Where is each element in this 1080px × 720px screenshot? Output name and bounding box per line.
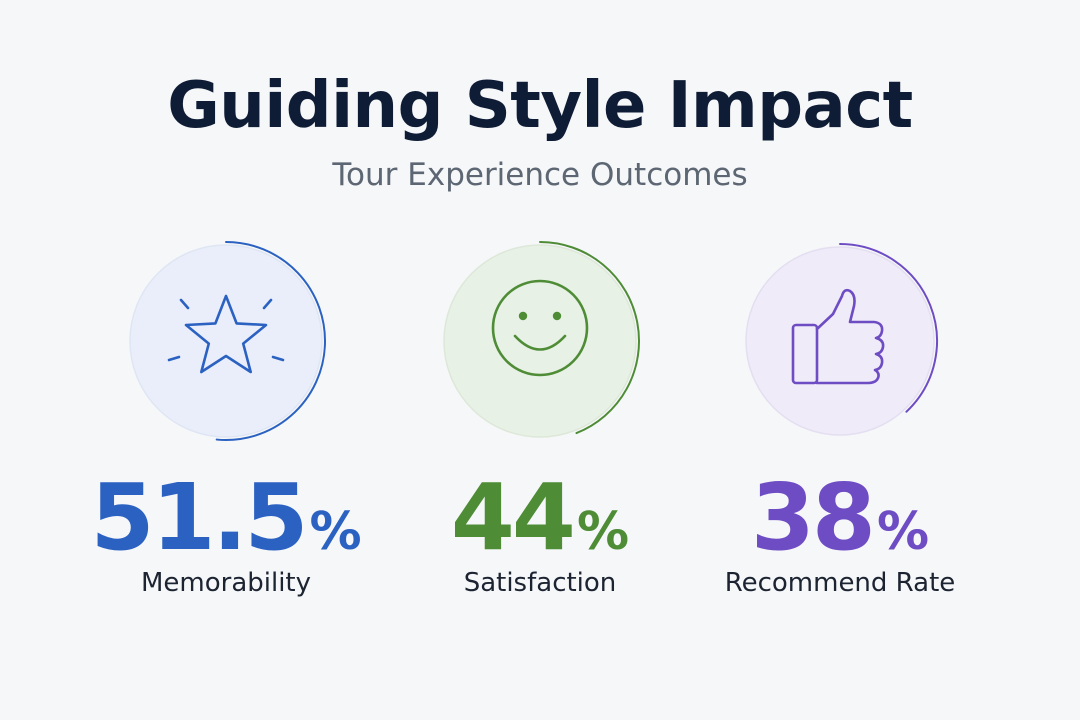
progress-ring-recommend-rate xyxy=(745,243,938,436)
label-satisfaction: Satisfaction xyxy=(463,568,617,598)
progress-arc-memorability xyxy=(215,241,326,441)
label-recommend-rate: Recommend Rate xyxy=(724,568,956,598)
metric-memorability: 51.5% Memorability xyxy=(66,232,386,612)
label-memorability: Memorability xyxy=(140,568,312,598)
star-icon xyxy=(167,294,285,374)
page-subtitle: Tour Experience Outcomes xyxy=(332,157,748,193)
icon-circle-satisfaction xyxy=(443,244,637,438)
progress-ring-satisfaction xyxy=(443,241,640,438)
value-memorability: 51.5% xyxy=(90,464,362,571)
metric-satisfaction: 44% Satisfaction xyxy=(380,232,700,612)
icon-circle-memorability xyxy=(129,244,323,438)
progress-arc-satisfaction xyxy=(539,241,640,435)
page-title: Guiding Style Impact xyxy=(167,69,913,143)
value-satisfaction: 44% xyxy=(450,464,630,571)
thumbs-up-icon xyxy=(791,288,885,385)
progress-arc-recommend-rate xyxy=(839,243,938,413)
metric-recommend-rate: 38% Recommend Rate xyxy=(690,232,1010,612)
icon-circle-recommend-rate xyxy=(745,246,935,436)
value-recommend-rate: 38% xyxy=(750,464,930,571)
smiley-icon xyxy=(491,279,589,377)
progress-ring-memorability xyxy=(129,241,326,441)
